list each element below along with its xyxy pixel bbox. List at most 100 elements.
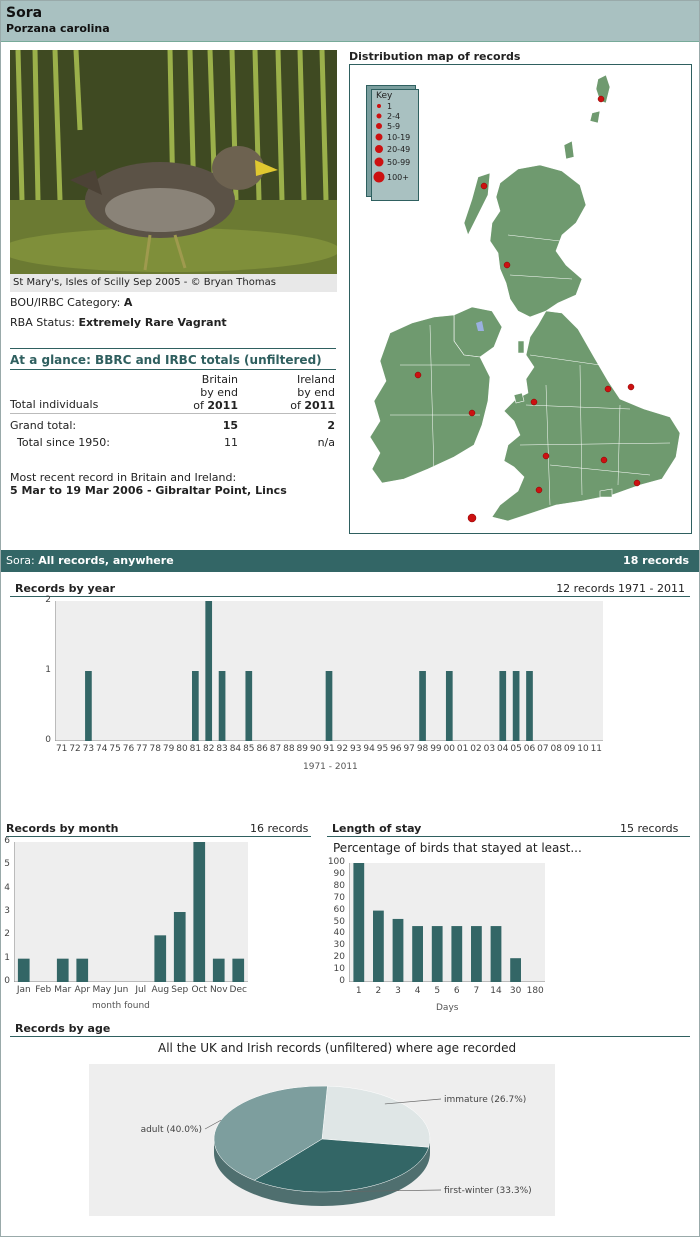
bar-7 <box>471 926 482 982</box>
bar-3 <box>392 918 404 982</box>
bar-Apr <box>76 958 89 982</box>
species-common-name: Sora <box>6 5 43 21</box>
x-tick-94: 94 <box>363 744 375 754</box>
y-tick-0: 0 <box>339 976 345 986</box>
by-year-chart <box>55 601 603 741</box>
x-tick-09: 09 <box>563 744 576 754</box>
y-tick-6: 6 <box>4 836 10 846</box>
y-tick-1: 1 <box>4 952 10 963</box>
pie-leader-0 <box>384 1098 442 1105</box>
x-tick-04: 04 <box>497 744 509 754</box>
age-chart: immature (26.7%) first-winter (33.3%) adul… <box>89 1064 555 1216</box>
x-tick-89: 89 <box>296 744 308 754</box>
rba-status-value: Extremely Rare Vagrant <box>78 316 227 329</box>
age-subtitle: All the UK and Irish records (unfiltered… <box>158 1041 517 1055</box>
by-year-summary: 12 records 1971 - 2011 <box>556 582 685 595</box>
x-tick-08: 08 <box>550 744 562 754</box>
x-tick-2: 2 <box>375 986 382 996</box>
bar-83 <box>218 671 226 741</box>
x-tick-95: 95 <box>376 744 389 754</box>
bar-Sep <box>173 912 186 982</box>
pie-label-1: first-winter (33.3%) <box>444 1186 532 1196</box>
y-tick-30: 30 <box>333 940 345 951</box>
bar-14 <box>490 926 502 982</box>
x-tick-1: 1 <box>355 986 362 996</box>
bar-Mar <box>56 958 69 982</box>
y-tick-20: 20 <box>333 952 345 963</box>
key-item-3: 5-9 <box>387 122 401 131</box>
by-year-divider <box>10 596 690 597</box>
grand-total-britain: 15 <box>222 419 238 432</box>
section-title: All records, anywhere <box>38 554 174 567</box>
x-tick-180: 180 <box>526 986 544 996</box>
x-tick-00: 00 <box>443 744 456 754</box>
x-tick-87: 87 <box>269 744 282 754</box>
by-month-title: Records by month <box>6 822 119 835</box>
x-tick-88: 88 <box>283 744 295 754</box>
by-year-title: Records by year <box>15 582 116 595</box>
x-tick-Aug: Aug <box>151 985 170 995</box>
bar-82 <box>205 601 213 741</box>
y-tick-4: 4 <box>4 882 10 893</box>
bar-Oct <box>193 842 206 982</box>
x-tick-92: 92 <box>336 744 349 754</box>
stay-chart <box>349 863 545 982</box>
x-tick-96: 96 <box>390 744 402 754</box>
x-tick-4: 4 <box>414 986 421 996</box>
distribution-map[interactable]: Key 1 2-4 5-9 10-19 20-49 50-99 100+ <box>349 64 692 534</box>
pie-leader-2 <box>204 1119 222 1130</box>
x-tick-75: 75 <box>109 744 121 754</box>
x-tick-98: 98 <box>416 744 429 754</box>
x-tick-74: 74 <box>96 744 108 754</box>
x-tick-91: 91 <box>323 744 335 754</box>
bar-Aug <box>154 935 167 982</box>
bar-30 <box>510 958 521 982</box>
x-tick-14: 14 <box>490 986 502 996</box>
recent-record-label: Most recent record in Britain and Irelan… <box>10 471 237 484</box>
x-tick-07: 07 <box>537 744 549 754</box>
key-item-5: 20-49 <box>387 145 411 154</box>
x-tick-Jul: Jul <box>135 985 147 995</box>
key-item-4: 10-19 <box>387 133 411 142</box>
x-tick-6: 6 <box>453 986 460 996</box>
x-tick-7: 7 <box>473 986 480 996</box>
x-tick-Jun: Jun <box>114 985 129 995</box>
pie-slice-1 <box>253 1138 430 1193</box>
map-title: Distribution map of records <box>349 50 521 63</box>
glance-table-divider <box>10 413 336 414</box>
x-tick-02: 02 <box>470 744 482 754</box>
x-tick-83: 83 <box>216 744 228 754</box>
x-tick-73: 73 <box>82 744 95 754</box>
bar-00 <box>445 671 453 741</box>
x-tick-93: 93 <box>350 744 362 754</box>
x-tick-Oct: Oct <box>191 985 208 995</box>
bar-1 <box>353 863 365 982</box>
bar-85 <box>245 671 253 741</box>
y-tick-80: 80 <box>333 880 345 891</box>
section-count: 18 records <box>623 554 689 567</box>
by-month-divider <box>6 836 311 837</box>
glance-britain-header: Britain by end of 2011 <box>180 373 238 412</box>
bar-91 <box>325 671 333 741</box>
bar-04 <box>499 671 507 741</box>
photo-caption: St Mary's, Isles of Scilly Sep 2005 - © … <box>10 274 337 292</box>
x-tick-3: 3 <box>395 986 401 996</box>
stay-title: Length of stay <box>332 822 422 835</box>
key-item-2: 2-4 <box>387 112 401 121</box>
x-tick-01: 01 <box>456 744 469 754</box>
by-month-xlabel: month found <box>92 1001 150 1011</box>
y-tick-3: 3 <box>4 906 10 916</box>
x-tick-76: 76 <box>122 744 135 754</box>
pie-label-0: immature (26.7%) <box>444 1095 526 1105</box>
x-tick-5: 5 <box>434 986 441 996</box>
britain-header-line3: of 2011 <box>193 399 238 412</box>
grand-total-ireland: 2 <box>327 419 335 432</box>
x-tick-03: 03 <box>483 744 496 754</box>
stay-divider <box>327 836 690 837</box>
y-tick-0: 0 <box>4 976 10 986</box>
category-label: BOU/IRBC Category: <box>10 296 121 309</box>
bar-05 <box>512 671 520 741</box>
x-tick-82: 82 <box>202 744 215 754</box>
grand-total-label: Grand total: <box>10 419 77 432</box>
stay-summary: 15 records <box>620 822 679 835</box>
